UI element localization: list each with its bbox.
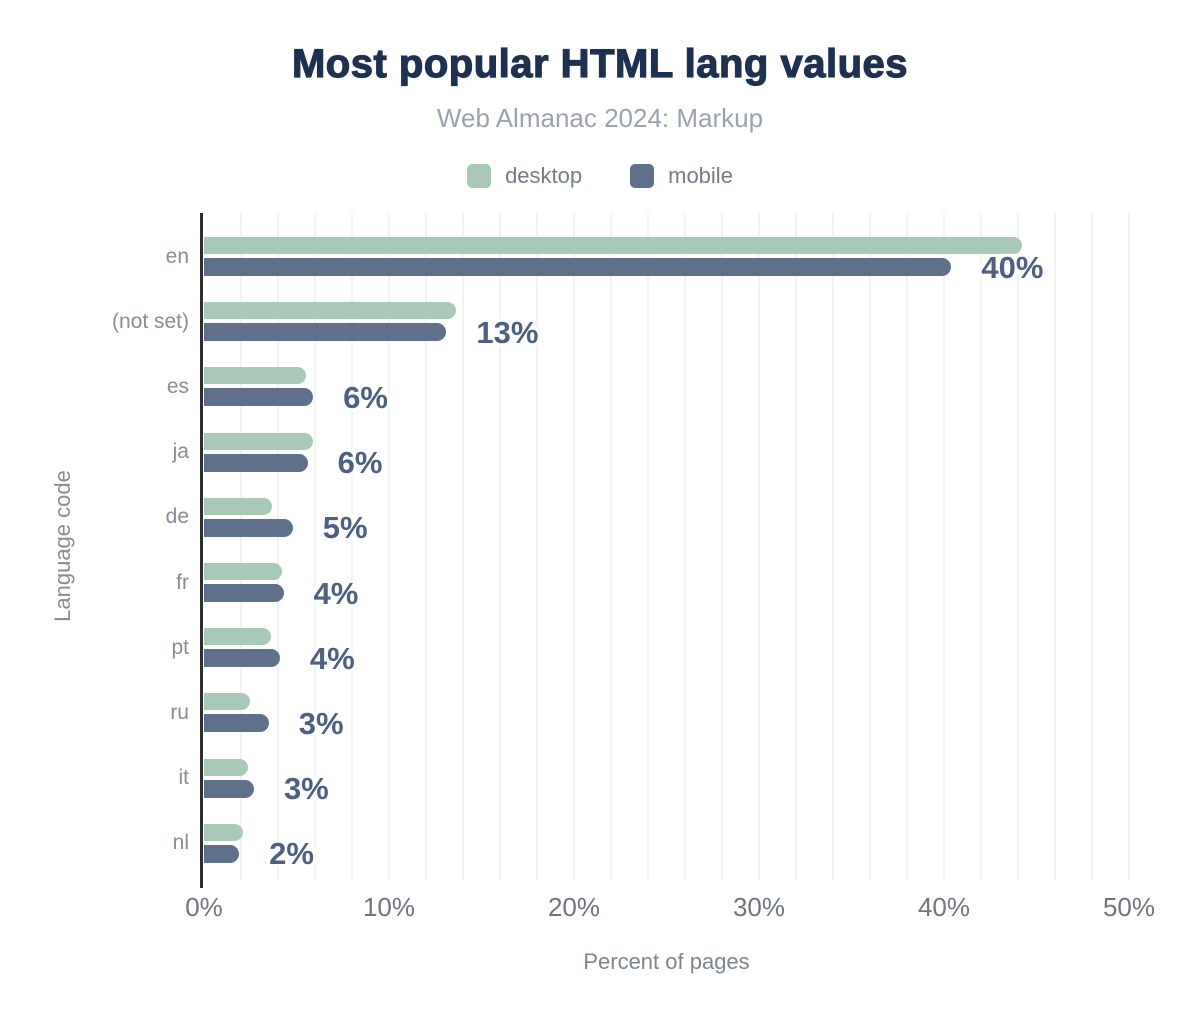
x-tick-label-0: 0% (185, 892, 223, 922)
gridline (351, 213, 353, 880)
category-label-de: de (165, 505, 189, 529)
bar-desktop-es (204, 367, 306, 385)
desktop-swatch-icon (467, 164, 492, 188)
bar-desktop-it (204, 758, 249, 776)
gridline (1017, 213, 1019, 880)
x-tick-label-20: 20% (547, 892, 601, 922)
gridline (388, 213, 390, 880)
gridline (869, 213, 871, 880)
bar-mobile-de (204, 518, 293, 537)
data-label-en: 40% (981, 249, 1044, 285)
gridline (610, 213, 612, 880)
legend: desktop mobile (0, 163, 1200, 189)
gridline (906, 213, 908, 880)
gridline (980, 213, 982, 880)
y-axis-line (200, 213, 203, 888)
y-axis-title: Language code (50, 470, 75, 622)
legend-label-mobile: mobile (668, 163, 733, 188)
category-label-it: it (178, 766, 190, 790)
chart-title: Most popular HTML lang values (291, 41, 909, 86)
x-tick-label-10: 10% (362, 892, 416, 922)
data-label-pt: 4% (309, 640, 355, 676)
bar-desktop-notset (204, 302, 456, 320)
category-label-en: en (165, 244, 189, 268)
category-label-nl: nl (172, 831, 189, 855)
bar-mobile-notset (204, 323, 447, 342)
bar-mobile-fr (204, 584, 284, 602)
category-label-notset: (not set) (111, 309, 189, 333)
gridline (240, 213, 242, 880)
category-label-pt: pt (171, 635, 189, 659)
bar-desktop-nl (204, 823, 243, 841)
gridline (499, 213, 501, 880)
gridline (758, 213, 760, 880)
mobile-swatch-icon (630, 164, 655, 188)
data-label-ru: 3% (298, 705, 344, 741)
category-label-es: es (166, 374, 189, 398)
data-label-fr: 4% (313, 575, 359, 611)
data-label-it: 3% (283, 771, 329, 807)
bar-desktop-ja (204, 432, 314, 450)
bar-mobile-ru (204, 714, 269, 733)
data-label-de: 5% (322, 510, 368, 546)
gridline (721, 213, 723, 880)
bar-mobile-it (204, 779, 254, 798)
bar-desktop-fr (204, 563, 282, 580)
data-label-notset: 13% (476, 314, 539, 350)
category-label-ru: ru (170, 700, 189, 724)
gridline (425, 213, 427, 880)
category-label-ja: ja (172, 440, 189, 464)
bar-desktop-en (204, 237, 1022, 254)
gridline (573, 213, 575, 880)
gridline (795, 213, 797, 880)
legend-item-desktop: desktop (467, 163, 582, 189)
x-tick-label-50: 50% (1102, 892, 1156, 922)
category-label-fr: fr (176, 570, 189, 594)
gridline (1054, 213, 1056, 880)
gridline (684, 213, 686, 880)
bar-desktop-de (204, 497, 273, 515)
bar-desktop-pt (204, 628, 271, 646)
bar-mobile-es (204, 388, 314, 407)
bar-mobile-ja (204, 453, 308, 472)
data-label-es: 6% (343, 379, 388, 415)
gridline (1128, 213, 1130, 880)
bar-mobile-en (204, 258, 952, 276)
gridline (462, 213, 464, 880)
chart-subtitle: Web Almanac 2024: Markup (436, 103, 764, 133)
gridline (943, 213, 945, 880)
gridline (277, 213, 279, 880)
data-label-nl: 2% (269, 836, 314, 872)
gridline (314, 213, 316, 880)
data-label-ja: 6% (337, 445, 383, 481)
gridline (647, 213, 649, 880)
legend-item-mobile: mobile (630, 163, 733, 189)
gridline (832, 213, 834, 880)
x-axis-title: Percent of pages (583, 949, 750, 974)
bar-mobile-nl (204, 844, 240, 863)
x-tick-label-30: 30% (732, 892, 786, 922)
bar-desktop-ru (204, 693, 251, 711)
x-tick-label-40: 40% (917, 892, 971, 922)
bar-mobile-pt (204, 649, 280, 668)
plot-area (204, 213, 1130, 880)
gridline (536, 213, 538, 880)
legend-label-desktop: desktop (505, 163, 583, 188)
gridline (1091, 213, 1093, 880)
